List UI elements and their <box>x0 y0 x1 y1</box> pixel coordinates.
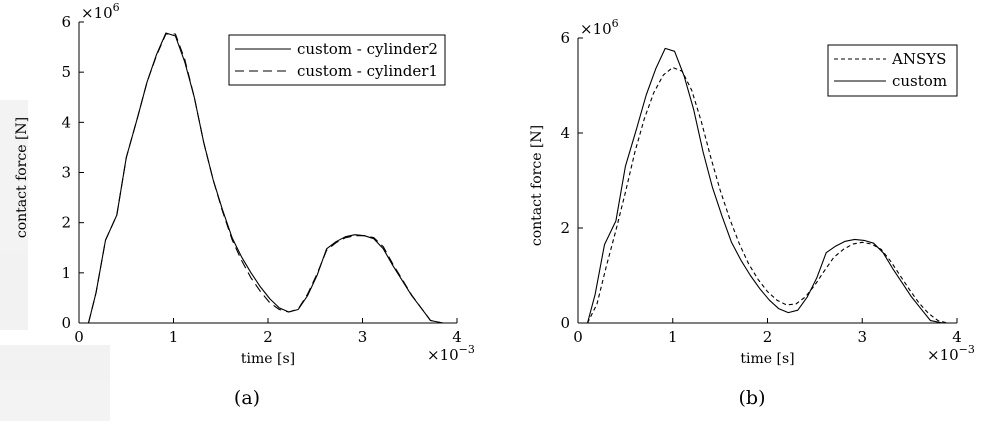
legend-label: ANSYS <box>891 50 946 68</box>
y-multiplier: ×106 <box>81 1 120 22</box>
y-multiplier: ×106 <box>580 17 619 38</box>
legend: ANSYS custom <box>827 44 958 97</box>
legend-label: custom <box>892 72 947 90</box>
y-axis-label: contact force [N] <box>529 125 545 246</box>
y-tick-label: 0 <box>61 314 71 332</box>
x-tick-label: 1 <box>668 328 678 346</box>
y-tick-label: 1 <box>61 264 71 282</box>
x-axis-label: time [s] <box>241 351 295 367</box>
x-axis-label: time [s] <box>740 351 794 367</box>
panel-caption: (a) <box>234 387 260 409</box>
y-tick-label: 0 <box>560 314 570 332</box>
legend: custom - cylinder2 custom - cylinder1 <box>228 34 446 86</box>
x-tick-label: 2 <box>763 328 773 346</box>
y-tick-label: 5 <box>61 63 71 81</box>
legend-label: custom - cylinder1 <box>297 62 438 80</box>
y-tick-label: 6 <box>61 13 71 31</box>
x-tick-label: 0 <box>74 328 84 346</box>
y-tick-label: 2 <box>560 219 570 237</box>
x-tick-label: 4 <box>452 328 462 346</box>
x-multiplier: ×10−3 <box>427 343 475 364</box>
legend-box <box>228 34 446 86</box>
series-line-2 <box>586 47 943 324</box>
panel-caption: (b) <box>739 387 766 409</box>
panel-a: 0 1 2 3 4 0 1 2 3 4 5 6 ×106 ×10−3 time [s] contact for… <box>14 1 475 409</box>
watermark-block <box>0 345 110 421</box>
legend-box <box>827 44 958 97</box>
y-tick-label: 3 <box>61 164 71 182</box>
x-multiplier: ×10−3 <box>927 343 975 364</box>
watermark-bar <box>0 100 28 330</box>
panel-b: 0 1 2 3 4 0 2 4 6 ×106 ×10−3 time [s] contact force … <box>529 17 975 409</box>
legend-label: custom - cylinder2 <box>297 40 438 58</box>
x-tick-label: 2 <box>263 328 273 346</box>
x-tick-label: 0 <box>573 328 583 346</box>
y-tick-label: 6 <box>560 29 570 47</box>
y-tick-label: 4 <box>560 124 570 142</box>
y-tick-label: 4 <box>61 113 71 131</box>
watermark-decoration <box>0 100 110 421</box>
series-line-2 <box>87 33 443 324</box>
x-tick-label: 1 <box>169 328 179 346</box>
y-axis-label: contact force [N] <box>14 117 30 238</box>
y-tick-label: 2 <box>61 214 71 232</box>
x-tick-label: 3 <box>857 328 867 346</box>
x-tick-label: 4 <box>952 328 962 346</box>
series-line-1 <box>587 66 948 324</box>
x-tick-label: 3 <box>358 328 368 346</box>
